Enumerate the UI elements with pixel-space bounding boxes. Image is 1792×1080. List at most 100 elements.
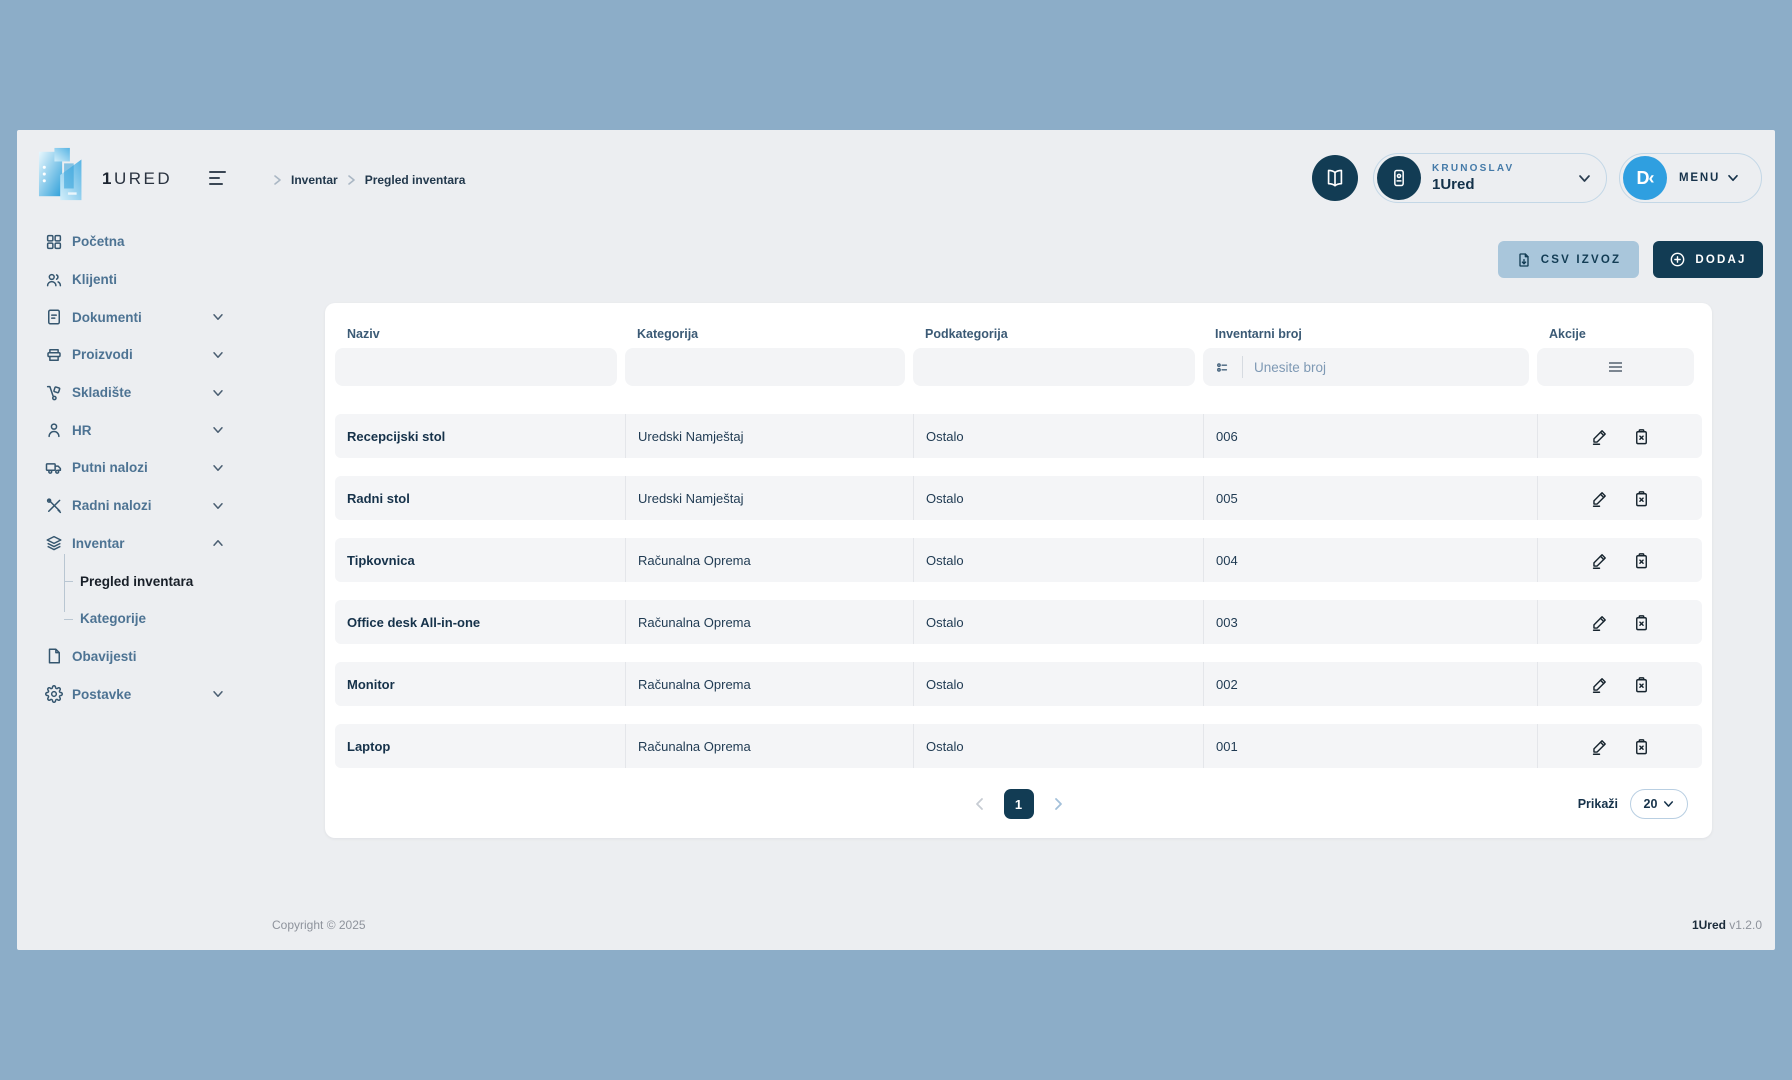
breadcrumb: Inventar Pregled inventara [273,173,465,187]
chevron-down-icon [212,426,224,434]
page-icon [45,647,63,665]
column-header-naziv: Naziv [347,327,380,341]
page-size-select[interactable]: 20 [1630,789,1688,819]
chevron-down-icon [212,690,224,698]
delete-icon[interactable] [1630,487,1653,510]
breadcrumb-pregled-inventara: Pregled inventara [364,173,466,187]
products-icon [45,346,63,364]
table-row: Office desk All-in-one Računalna Oprema … [335,600,1702,644]
plus-circle-icon [1669,251,1686,268]
user-menu[interactable]: D‹ MENU [1619,153,1762,203]
table-row: Radni stol Uredski Namještaj Ostalo 005 [335,476,1702,520]
app-version: 1Ured v1.2.0 [1691,918,1762,932]
edit-icon[interactable] [1588,487,1611,510]
sidebar-item-inventar[interactable]: Inventar [17,525,270,563]
gear-icon [45,685,63,704]
table-row: Tipkovnica Računalna Oprema Ostalo 004 [335,538,1702,582]
chevron-right-icon [274,175,281,185]
docs-button[interactable] [1312,155,1358,201]
next-page-icon[interactable] [1054,797,1063,811]
delete-icon[interactable] [1630,611,1653,634]
brand-rest: URED [113,169,173,188]
table-footer: 1 Prikaži 20 [335,770,1702,838]
app-logo [35,146,97,202]
users-icon [45,271,63,289]
delete-icon[interactable] [1630,735,1653,758]
copyright-text: Copyright © 2025 [272,918,366,932]
chevron-up-icon [212,539,224,547]
filter-naziv-input[interactable] [335,348,617,386]
delete-icon[interactable] [1630,673,1653,696]
brand-name: 1URED [102,169,172,189]
sidebar-collapse-icon[interactable] [209,167,233,189]
table-header-row: Naziv Kategorija Podkategorija Inventarn… [335,303,1702,348]
sidebar-item-hr[interactable]: HR [17,411,270,449]
sidebar-item-postavke[interactable]: Postavke [17,675,270,713]
table-row: Laptop Računalna Oprema Ostalo 001 [335,724,1702,768]
filter-broj-input[interactable] [1254,359,1518,375]
truck-icon [45,459,63,477]
sidebar-item-putni-nalozi[interactable]: Putni nalozi [17,449,270,487]
menu-label: MENU [1679,172,1721,184]
filter-list-icon [1214,359,1231,376]
hamburger-icon [1608,361,1623,373]
column-header-kategorija: Kategorija [637,327,699,341]
column-header-inventarni-broj: Inventarni broj [1215,327,1302,341]
person-icon [45,421,63,439]
actions-menu-box[interactable] [1537,348,1694,386]
account-user-label: KRUNOSLAV [1432,163,1515,174]
previous-page-icon[interactable] [975,797,984,811]
edit-icon[interactable] [1588,735,1611,758]
page-number-button[interactable]: 1 [1003,789,1034,819]
csv-export-button[interactable]: CSV IZVOZ [1498,241,1639,278]
sidebar-item-klijenti[interactable]: Klijenti [17,261,270,299]
chevron-down-icon [212,464,224,472]
edit-icon[interactable] [1588,425,1611,448]
breadcrumb-inventar[interactable]: Inventar [291,173,338,187]
book-icon [1324,167,1346,189]
divider [1242,356,1243,378]
sidebar-item-dokumenti[interactable]: Dokumenti [17,298,270,336]
avatar: D‹ [1623,156,1667,200]
document-icon [45,308,63,326]
table-row: Monitor Računalna Oprema Ostalo 002 [335,662,1702,706]
sidebar-item-pregled-inventara[interactable]: Pregled inventara [17,562,270,600]
app-window: 1URED Inventar Pregled inventara KRUNOSL… [17,130,1775,950]
chevron-down-icon [212,313,224,321]
filter-inventarni-broj [1203,348,1529,386]
chevron-down-icon [212,351,224,359]
chevron-down-icon [212,502,224,510]
column-header-akcije: Akcije [1549,327,1586,341]
table-body: Recepcijski stol Uredski Namještaj Ostal… [335,414,1702,768]
file-export-icon [1516,252,1532,268]
edit-icon[interactable] [1588,611,1611,634]
delete-icon[interactable] [1630,549,1653,572]
sidebar-item-radni-nalozi[interactable]: Radni nalozi [17,487,270,525]
column-header-podkategorija: Podkategorija [925,327,1008,341]
sidebar-item-skladiste[interactable]: Skladište [17,374,270,412]
inventar-submenu: Pregled inventara Kategorije [17,554,270,638]
tools-icon [45,497,63,515]
filter-podkategorija-input[interactable] [913,348,1195,386]
add-button[interactable]: DODAJ [1653,241,1763,278]
edit-icon[interactable] [1588,673,1611,696]
account-switcher[interactable]: KRUNOSLAV 1Ured [1373,153,1607,203]
edit-icon[interactable] [1588,549,1611,572]
chevron-down-icon [1727,174,1739,182]
chevron-down-icon [212,389,224,397]
chevron-down-icon [1578,174,1591,183]
brand-prefix: 1 [102,169,114,188]
company-badge-icon [1377,156,1421,200]
sidebar-item-obavijesti[interactable]: Obavijesti [17,638,270,676]
inventory-table-card: Naziv Kategorija Podkategorija Inventarn… [325,303,1712,838]
page-size-label: Prikaži [1577,797,1618,811]
account-company-name: 1Ured [1432,176,1475,193]
sidebar-item-kategorije[interactable]: Kategorije [17,600,270,638]
filter-kategorija-input[interactable] [625,348,905,386]
delete-icon[interactable] [1630,425,1653,448]
sidebar-item-proizvodi[interactable]: Proizvodi [17,336,270,374]
sidebar-item-pocetna[interactable]: Početna [17,223,270,261]
chevron-down-icon [1663,800,1674,808]
dashboard-icon [45,233,63,251]
pagination: 1 [975,789,1063,819]
